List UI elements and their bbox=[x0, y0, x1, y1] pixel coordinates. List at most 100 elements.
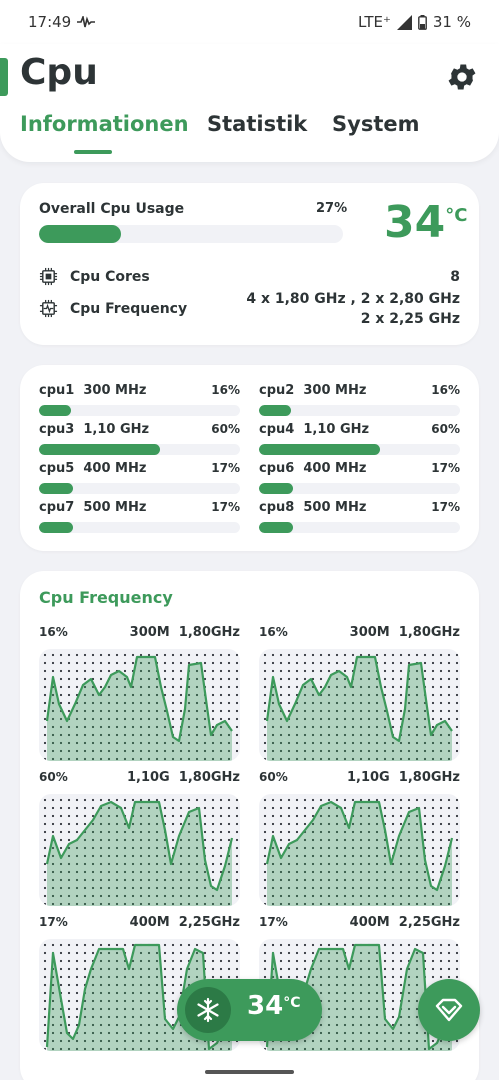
graph-current: 300M bbox=[349, 625, 390, 640]
status-left: 17:49 bbox=[28, 13, 96, 31]
core-progress-fill bbox=[259, 483, 294, 494]
graph-percent: 16% bbox=[259, 625, 288, 639]
gesture-nav-handle[interactable] bbox=[205, 1070, 294, 1074]
core-progress-fill bbox=[259, 444, 380, 455]
cpu-cores-row: Cpu Cores bbox=[39, 267, 150, 286]
cpu-frequency-value: 4 x 1,80 GHz , 2 x 2,80 GHz 2 x 2,25 GHz bbox=[246, 289, 460, 329]
tab-statistik[interactable]: Statistik bbox=[207, 112, 308, 136]
graph-frequency: 1,10G 1,80GHz bbox=[127, 770, 240, 785]
network-type: LTE⁺ bbox=[358, 13, 391, 31]
graph-max: 1,80GHz bbox=[398, 625, 460, 640]
graph-frequency: 400M 2,25GHz bbox=[130, 915, 240, 930]
core-percent: 17% bbox=[211, 500, 240, 514]
core-item: cpu3 1,10 GHz 60% bbox=[39, 422, 240, 458]
core-progress-track bbox=[39, 483, 240, 494]
core-freq: 400 MHz bbox=[303, 461, 367, 476]
sparkline-area bbox=[47, 657, 232, 761]
signal-icon bbox=[396, 14, 412, 30]
graph-plot bbox=[259, 794, 460, 906]
graph-plot bbox=[39, 794, 240, 906]
temperature-unit: °C bbox=[445, 205, 468, 226]
graph-plot bbox=[39, 649, 240, 761]
grid-dots bbox=[43, 798, 239, 906]
core-percent: 16% bbox=[431, 383, 460, 397]
cpu-cores-value: 8 bbox=[450, 269, 460, 285]
core-percent: 60% bbox=[431, 422, 460, 436]
cpu-overview-card: Overall Cpu Usage 27% 34°C Cpu Cores 8 bbox=[20, 183, 479, 345]
core-progress-track bbox=[39, 522, 240, 533]
cpu-frequency-card: Cpu Frequency 16% 300M 1,80GHz 16% 300M … bbox=[20, 571, 479, 1080]
core-freq: 300 MHz bbox=[303, 383, 367, 398]
core-item: cpu4 1,10 GHz 60% bbox=[259, 422, 460, 458]
core-label: cpu4 1,10 GHz bbox=[259, 422, 369, 437]
snowflake-icon bbox=[185, 987, 231, 1033]
core-freq: 1,10 GHz bbox=[83, 422, 150, 437]
cpu-frequency-line-1: 4 x 1,80 GHz , 2 x 2,80 GHz bbox=[246, 291, 460, 307]
core-label: cpu5 400 MHz bbox=[39, 461, 146, 476]
status-time: 17:49 bbox=[28, 13, 72, 31]
graph-percent: 60% bbox=[39, 770, 68, 784]
frequency-sparkline bbox=[43, 798, 239, 906]
frequency-sparkline bbox=[43, 653, 239, 761]
core-freq: 1,10 GHz bbox=[303, 422, 370, 437]
sparkline-area bbox=[47, 802, 232, 906]
fab-temperature: 34°C bbox=[247, 991, 300, 1021]
cpu-frequency-label: Cpu Frequency bbox=[70, 300, 188, 317]
cpu-frequency-line-2: 2 x 2,25 GHz bbox=[360, 311, 460, 327]
core-name: cpu6 bbox=[259, 461, 295, 476]
core-percent: 16% bbox=[211, 383, 240, 397]
gear-icon[interactable] bbox=[445, 60, 479, 94]
core-item: cpu5 400 MHz 17% bbox=[39, 461, 240, 497]
cpu-temperature: 34°C bbox=[384, 197, 467, 248]
fab-temperature-value: 34 bbox=[247, 991, 284, 1021]
temperature-value: 34 bbox=[384, 197, 446, 248]
core-label: cpu2 300 MHz bbox=[259, 383, 366, 398]
premium-fab[interactable] bbox=[418, 979, 480, 1041]
core-percent: 17% bbox=[211, 461, 240, 475]
chip-pulse-icon bbox=[39, 299, 58, 318]
status-right: LTE⁺ 31 % bbox=[358, 13, 471, 31]
core-progress-track bbox=[39, 405, 240, 416]
core-percent: 17% bbox=[431, 500, 460, 514]
temperature-fab[interactable]: 34°C bbox=[177, 979, 322, 1041]
page-title: Cpu bbox=[20, 52, 98, 93]
graph-frequency: 400M 2,25GHz bbox=[350, 915, 460, 930]
core-percent: 60% bbox=[211, 422, 240, 436]
core-item: cpu1 300 MHz 16% bbox=[39, 383, 240, 419]
graph-max: 1,80GHz bbox=[178, 625, 240, 640]
core-label: cpu6 400 MHz bbox=[259, 461, 366, 476]
frequency-section-title: Cpu Frequency bbox=[39, 588, 173, 607]
tab-bar: Informationen Statistik System bbox=[0, 110, 499, 162]
app-header: Cpu Informationen Statistik System bbox=[0, 44, 499, 162]
core-name: cpu1 bbox=[39, 383, 75, 398]
usage-progress-fill bbox=[39, 225, 122, 243]
tab-informationen[interactable]: Informationen bbox=[20, 112, 189, 136]
core-name: cpu5 bbox=[39, 461, 75, 476]
tab-system[interactable]: System bbox=[332, 112, 420, 136]
core-progress-fill bbox=[259, 405, 292, 416]
core-item: cpu2 300 MHz 16% bbox=[259, 383, 460, 419]
core-percent: 17% bbox=[431, 461, 460, 475]
core-name: cpu8 bbox=[259, 500, 295, 515]
diamond-icon bbox=[435, 998, 463, 1022]
graph-max: 2,25GHz bbox=[398, 915, 460, 930]
core-progress-fill bbox=[39, 522, 74, 533]
core-label: cpu8 500 MHz bbox=[259, 500, 366, 515]
graph-frequency: 300M 1,80GHz bbox=[350, 625, 460, 640]
sparkline-area bbox=[267, 657, 452, 761]
status-bar: 17:49 LTE⁺ 31 % bbox=[0, 0, 499, 44]
cpu-cores-label: Cpu Cores bbox=[70, 268, 150, 285]
core-progress-track bbox=[259, 483, 460, 494]
core-name: cpu4 bbox=[259, 422, 295, 437]
core-name: cpu7 bbox=[39, 500, 75, 515]
core-freq: 300 MHz bbox=[83, 383, 147, 398]
battery-level: 31 % bbox=[432, 13, 471, 31]
sparkline-line bbox=[45, 655, 233, 743]
core-item: cpu8 500 MHz 17% bbox=[259, 500, 460, 536]
core-label: cpu3 1,10 GHz bbox=[39, 422, 149, 437]
core-item: cpu7 500 MHz 17% bbox=[39, 500, 240, 536]
graph-percent: 17% bbox=[259, 915, 288, 929]
graph-current: 300M bbox=[129, 625, 170, 640]
graph-max: 1,80GHz bbox=[398, 770, 460, 785]
grid-dots bbox=[263, 798, 459, 906]
